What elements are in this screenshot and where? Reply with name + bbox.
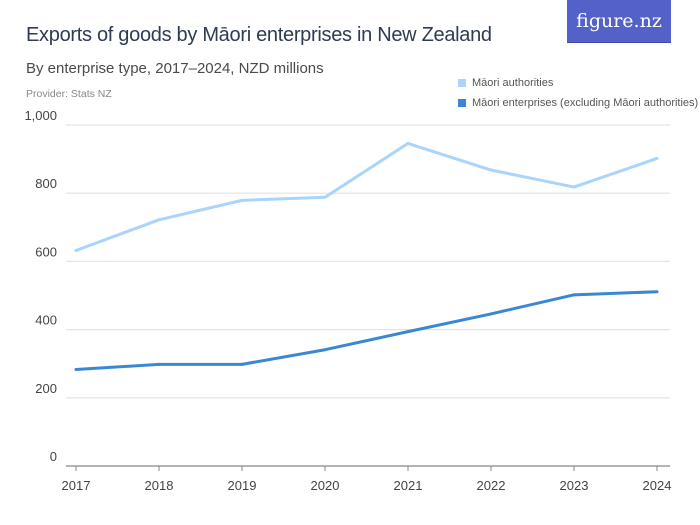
y-tick-label: 800 (35, 176, 57, 191)
data-point (489, 168, 493, 172)
data-point (157, 362, 161, 366)
data-point (74, 248, 78, 252)
legend-label: Māori authorities (472, 77, 554, 89)
data-point (406, 141, 410, 145)
data-point (655, 290, 659, 294)
x-tick-label: 2019 (228, 478, 257, 493)
figure-nz-logo[interactable]: figure.nz (567, 0, 671, 43)
data-point (572, 185, 576, 189)
x-tick-label: 2020 (311, 478, 340, 493)
y-tick-label: 0 (50, 449, 57, 464)
x-tick-label: 2021 (394, 478, 423, 493)
chart-subtitle: By enterprise type, 2017–2024, NZD milli… (26, 60, 324, 77)
data-point (240, 198, 244, 202)
series-line-0 (75, 141, 658, 252)
legend-swatch (458, 99, 466, 107)
data-point (323, 195, 327, 199)
x-tick-label: 2017 (62, 478, 91, 493)
data-point (489, 312, 493, 316)
legend-label: Māori enterprises (excluding Māori autho… (472, 97, 699, 109)
legend-item: Māori authorities (458, 73, 698, 93)
data-point (157, 218, 161, 222)
data-point (74, 367, 78, 371)
data-point (240, 362, 244, 366)
legend-item: Māori enterprises (excluding Māori autho… (458, 93, 698, 113)
data-point (406, 330, 410, 334)
data-point (572, 293, 576, 297)
data-point (655, 156, 659, 160)
legend-swatch (458, 79, 466, 87)
chart-title: Exports of goods by Māori enterprises in… (26, 24, 492, 46)
provider-text: Provider: Stats NZ (26, 88, 112, 100)
y-tick-label: 1,000 (24, 108, 57, 123)
x-tick-label: 2024 (643, 478, 672, 493)
y-tick-label: 200 (35, 381, 57, 396)
x-tick-label: 2023 (560, 478, 589, 493)
y-tick-label: 400 (35, 313, 57, 328)
legend: Māori authorities Māori enterprises (exc… (458, 73, 698, 113)
x-tick-label: 2022 (477, 478, 506, 493)
series-line-1 (75, 290, 658, 371)
x-tick-label: 2018 (145, 478, 174, 493)
y-tick-label: 600 (35, 244, 57, 259)
data-point (323, 348, 327, 352)
